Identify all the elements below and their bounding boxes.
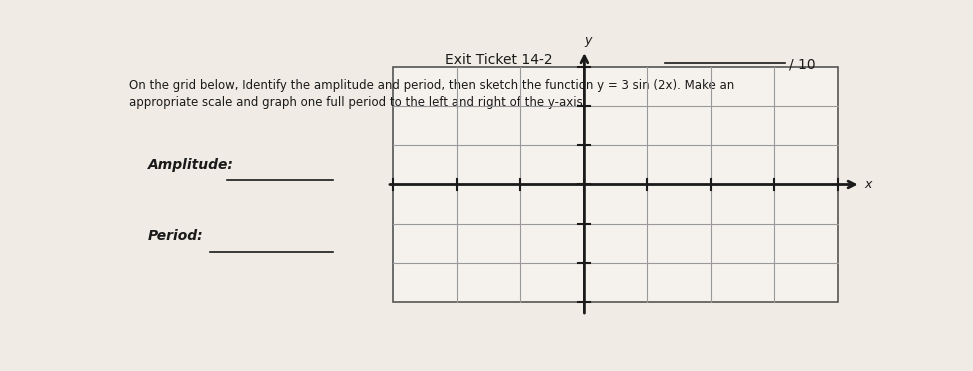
Text: x: x bbox=[864, 178, 872, 191]
Text: Exit Ticket 14-2: Exit Ticket 14-2 bbox=[445, 53, 553, 67]
Text: y: y bbox=[585, 35, 592, 47]
Text: Amplitude:: Amplitude: bbox=[148, 158, 234, 171]
Text: / 10: / 10 bbox=[789, 58, 815, 71]
Text: Period:: Period: bbox=[148, 229, 203, 243]
Bar bbox=[393, 68, 838, 302]
Text: On the grid below, Identify the amplitude and period, then sketch the function y: On the grid below, Identify the amplitud… bbox=[129, 79, 735, 109]
